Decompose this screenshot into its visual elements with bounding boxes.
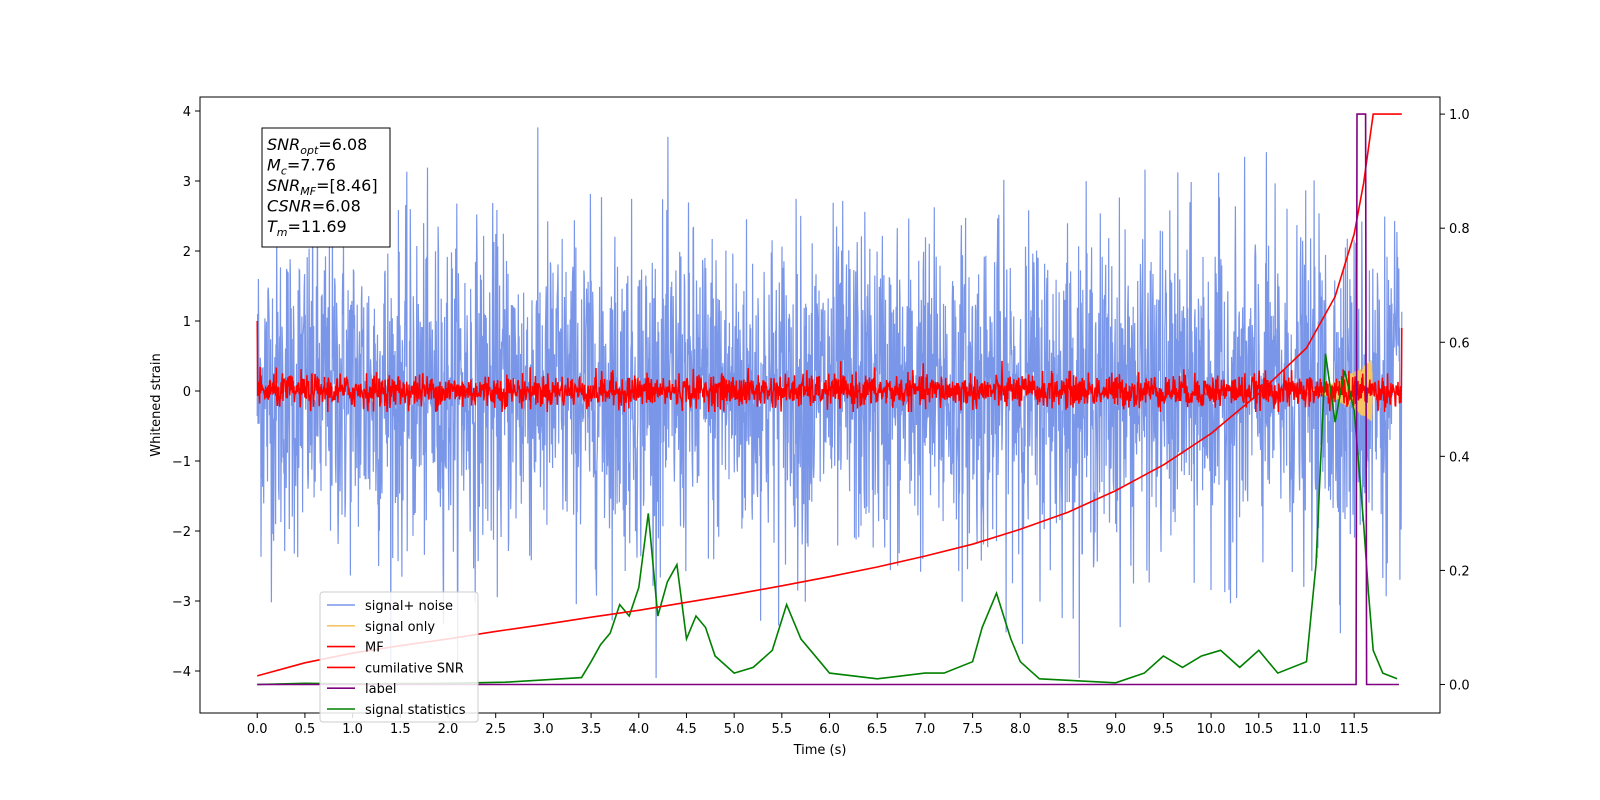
x-tick-label: 1.0 [342, 722, 363, 737]
x-tick-label: 10.0 [1197, 722, 1226, 737]
legend-entry: signal statistics [365, 703, 466, 718]
x-tick-label: 2.5 [485, 722, 506, 737]
series-label [257, 113, 1399, 686]
x-tick-label: 3.0 [533, 722, 554, 737]
y-axis-ticks: −4 −3 −2 −1 0 1 2 3 4 [172, 105, 200, 680]
y-tick-label: −2 [172, 525, 191, 540]
y-tick-label: −4 [172, 665, 191, 680]
y-tick-label: −3 [172, 595, 191, 610]
x-tick-label: 6.0 [819, 722, 840, 737]
x-axis-label: Time (s) [793, 743, 847, 758]
annotation-frame [261, 127, 391, 248]
right-y-axis-ticks: 0.0 0.2 0.4 0.6 0.8 1.0 [1440, 108, 1470, 693]
x-tick-label: 11.5 [1340, 722, 1369, 737]
x-tick-label: 5.0 [724, 722, 745, 737]
right-y-tick-label: 0.2 [1449, 564, 1470, 579]
y-tick-label: 2 [183, 245, 191, 260]
x-tick-label: 4.0 [628, 722, 649, 737]
annotation-line: SNRMF=[8.46] [267, 176, 378, 198]
annotation-line: SNRopt=6.08 [267, 135, 367, 157]
series-signal-statistics [257, 353, 1398, 686]
axes-frame [199, 96, 1441, 714]
legend-entry: signal+ noise [365, 599, 453, 614]
x-tick-label: 9.5 [1153, 722, 1174, 737]
legend-entry: cumilative SNR [365, 661, 464, 676]
y-tick-label: −1 [172, 455, 191, 470]
series-signal-noise [256, 127, 1403, 679]
x-tick-label: 8.0 [1010, 722, 1031, 737]
series-mf [256, 320, 1403, 413]
legend-entry: label [365, 682, 396, 697]
y-tick-label: 3 [183, 175, 191, 190]
x-tick-label: 0.0 [247, 722, 268, 737]
legend-entry: MF [365, 641, 384, 656]
x-tick-label: 8.5 [1058, 722, 1079, 737]
x-tick-label: 4.5 [676, 722, 697, 737]
right-y-tick-label: 0.8 [1449, 222, 1470, 237]
x-tick-label: 3.5 [581, 722, 602, 737]
x-tick-label: 5.5 [772, 722, 793, 737]
x-tick-label: 2.0 [438, 722, 459, 737]
x-tick-label: 7.5 [962, 722, 983, 737]
x-tick-label: 9.0 [1105, 722, 1126, 737]
annotation-box: SNRopt=6.08Mc=7.76SNRMF=[8.46]CSNR=6.08T… [261, 127, 391, 248]
right-y-tick-label: 1.0 [1449, 108, 1470, 123]
x-tick-label: 6.5 [867, 722, 888, 737]
x-axis-ticks: 0.0 0.5 1.0 1.5 2.0 2.5 3.0 3.5 4.0 4.5 5.0 5.5 6.0 6… [247, 713, 1369, 737]
x-tick-label: 1.5 [390, 722, 411, 737]
right-y-tick-label: 0.4 [1449, 450, 1470, 465]
x-tick-label: 0.5 [295, 722, 316, 737]
y-axis-label: Whitened strain [149, 353, 164, 456]
x-tick-label: 10.5 [1244, 722, 1273, 737]
annotation-line: CSNR=6.08 [267, 197, 361, 216]
y-tick-label: 4 [183, 105, 191, 120]
right-y-tick-label: 0.0 [1449, 678, 1470, 693]
y-tick-label: 0 [183, 385, 191, 400]
annotation-line: Mc=7.76 [267, 156, 336, 178]
y-tick-label: 1 [183, 315, 191, 330]
x-tick-label: 7.0 [915, 722, 936, 737]
right-y-tick-label: 0.6 [1449, 336, 1470, 351]
legend: signal+ noise signal only MF cumilative SNR… [319, 591, 479, 723]
legend-frame [319, 591, 479, 723]
legend-entry: signal only [365, 620, 435, 635]
annotation-line: Tm=11.69 [267, 217, 347, 239]
x-tick-label: 11.0 [1292, 722, 1321, 737]
